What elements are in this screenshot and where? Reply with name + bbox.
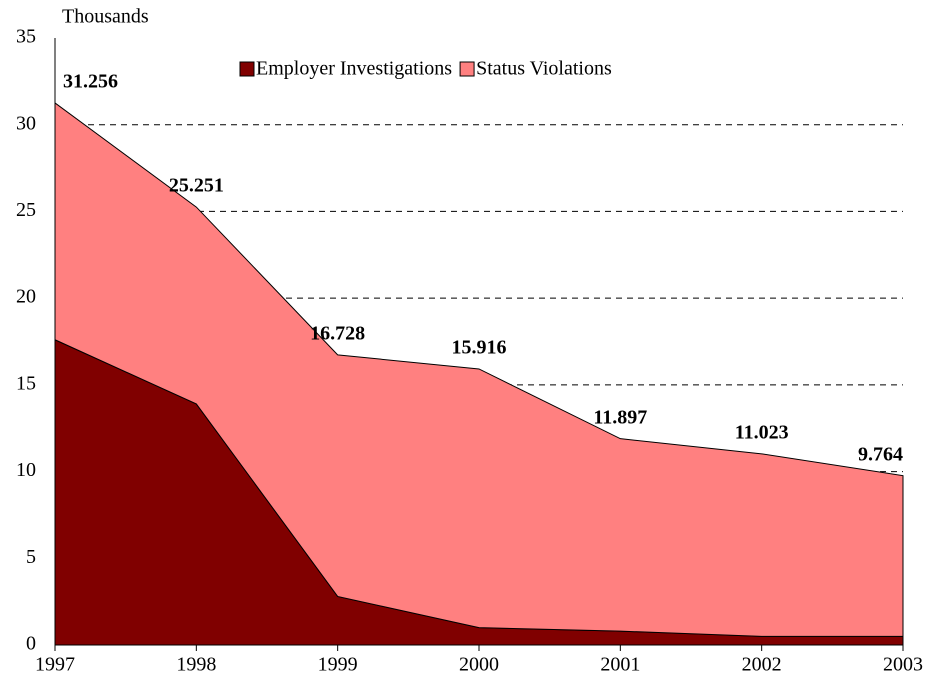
legend-label: Employer Investigations	[256, 58, 452, 80]
data-label: 11.897	[593, 406, 647, 428]
legend-label: Status Violations	[476, 58, 612, 80]
y-tick-label: 20	[16, 286, 36, 308]
y-tick-label: 0	[26, 633, 36, 655]
data-label: 15.916	[452, 337, 507, 359]
data-label: 16.728	[310, 322, 365, 344]
x-tick-label: 2002	[742, 654, 782, 676]
x-tick-label: 2001	[600, 654, 640, 676]
data-label: 31.256	[63, 71, 118, 93]
x-tick-label: 2003	[883, 654, 923, 676]
y-tick-label: 15	[16, 372, 36, 394]
data-label: 25.251	[169, 175, 224, 197]
x-tick-label: 1998	[176, 654, 216, 676]
legend-swatch	[239, 61, 255, 77]
x-tick-label: 1997	[35, 654, 75, 676]
y-tick-label: 25	[16, 199, 36, 221]
y-axis-label: Thousands	[62, 6, 149, 28]
area	[54, 101, 904, 637]
y-tick-label: 35	[16, 26, 36, 48]
y-tick-label: 30	[16, 112, 36, 134]
data-label: 11.023	[735, 421, 789, 443]
legend-swatch	[459, 61, 475, 77]
data-label: 9.764	[858, 443, 903, 465]
y-tick-label: 10	[16, 459, 36, 481]
y-tick-label: 5	[26, 546, 36, 568]
x-tick-label: 2000	[459, 654, 499, 676]
x-tick-label: 1999	[318, 654, 358, 676]
